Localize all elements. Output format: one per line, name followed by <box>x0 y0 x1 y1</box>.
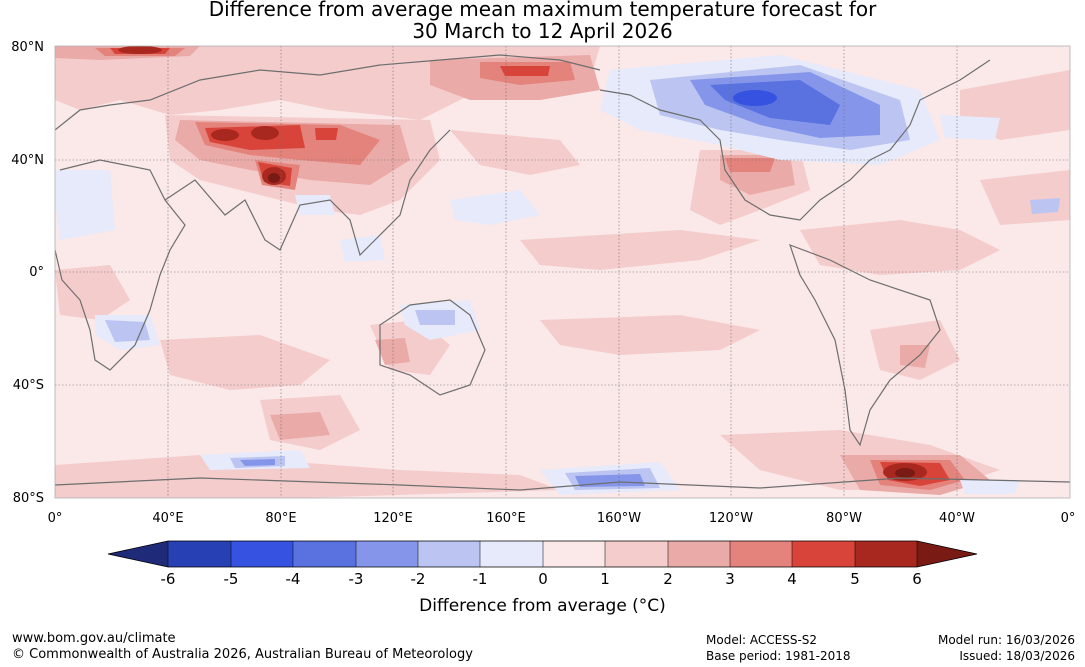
colorbar-swatch-3-4 <box>730 541 792 567</box>
colorbar-tick: -5 <box>224 570 239 588</box>
latitude-labels: 80°N 40°N 0° 40°S 80°S <box>11 40 44 506</box>
coastline-africa <box>55 159 186 371</box>
lon-label-0-left: 0° <box>48 511 63 526</box>
colorbar-swatch-5-6 <box>855 541 917 567</box>
colorbar-dividers <box>167 541 918 567</box>
lon-label-160w: 160°W <box>597 511 641 526</box>
colorbar-tick: -1 <box>473 570 488 588</box>
colorbar-arrow-below <box>108 541 168 567</box>
coastline-eurasia-north <box>55 54 601 131</box>
lon-label-120e: 120°E <box>373 511 413 526</box>
gridlines <box>55 46 1070 498</box>
lon-label-40w: 40°W <box>939 511 975 526</box>
map-title-line-2: 30 March to 12 April 2026 <box>412 19 673 43</box>
anomaly-above-6-regions <box>268 173 915 478</box>
lon-label-80w: 80°W <box>826 511 862 526</box>
colorbar-tick: 3 <box>725 570 735 588</box>
longitude-labels: 0° 40°E 80°E 120°E 160°E 160°W 120°W 80°… <box>48 511 1076 526</box>
coastline-south-america <box>789 243 941 447</box>
anomaly-field <box>55 46 1070 498</box>
colorbar-tick: 2 <box>663 570 673 588</box>
colorbar-ticks: -6 -5 -4 -3 -2 -1 0 1 2 3 4 5 6 <box>161 570 922 588</box>
colorbar-swatch-4-5 <box>792 541 855 567</box>
colorbar-tick: 5 <box>850 570 860 588</box>
lat-label-80n: 80°N <box>11 40 44 55</box>
anomaly-5-6-regions <box>118 46 927 481</box>
colorbar-swatch-neg3-neg2 <box>356 541 418 567</box>
colorbar-arrow-above <box>917 541 977 567</box>
footer-model-run: Model run: 16/03/2026 <box>937 633 1075 647</box>
lon-label-120w: 120°W <box>709 511 753 526</box>
anomaly-minus-3-4-regions <box>710 80 840 125</box>
lat-label-0: 0° <box>29 265 44 280</box>
colorbar-tick: 4 <box>787 570 797 588</box>
coastline-australia <box>379 299 486 396</box>
lat-label-80s: 80°S <box>13 491 44 506</box>
colorbar-tick: 1 <box>600 570 610 588</box>
colorbar-swatch-neg1-0 <box>480 541 543 567</box>
colorbar-swatch-neg5-neg4 <box>231 541 293 567</box>
colorbar-label: Difference from average (°C) <box>419 596 666 616</box>
lon-label-0-right: 0° <box>1061 511 1076 526</box>
map-frame <box>54 45 1071 499</box>
coastlines <box>55 54 1070 491</box>
lat-label-40s: 40°S <box>13 378 44 393</box>
colorbar-tick: -4 <box>286 570 301 588</box>
colorbar-tick: -3 <box>349 570 364 588</box>
colorbar: -6 -5 -4 -3 -2 -1 0 1 2 3 4 5 6 <box>107 540 978 588</box>
colorbar-tick: 0 <box>538 570 548 588</box>
coastline-antarctica <box>55 477 1070 491</box>
footer-copyright: © Commonwealth of Australia 2026, Austra… <box>12 647 473 662</box>
colorbar-swatch-1-2 <box>605 541 668 567</box>
lon-label-40e: 40°E <box>152 511 183 526</box>
colorbar-swatch-neg6-neg5 <box>168 541 231 567</box>
colorbar-swatch-0-1 <box>543 541 605 567</box>
colorbar-swatch-neg4-neg3 <box>293 541 356 567</box>
lon-label-80e: 80°E <box>265 511 296 526</box>
coastline-north-america <box>599 59 991 221</box>
map-title-line-1: Difference from average mean maximum tem… <box>208 0 877 21</box>
lon-label-160e: 160°E <box>486 511 526 526</box>
footer-website: www.bom.gov.au/climate <box>12 631 176 646</box>
coastline-south-asia <box>164 129 451 257</box>
colorbar-tick: -2 <box>411 570 426 588</box>
colorbar-tick: 6 <box>912 570 922 588</box>
footer-model: Model: ACCESS-S2 <box>706 633 818 647</box>
colorbar-tick: -6 <box>161 570 176 588</box>
colorbar-swatch-2-3 <box>668 541 730 567</box>
colorbar-swatch-neg2-neg1 <box>418 541 480 567</box>
anomaly-minus-4-5-regions <box>733 90 777 106</box>
footer-issued: Issued: 18/03/2026 <box>959 649 1075 663</box>
footer-base-period: Base period: 1981-2018 <box>706 649 851 663</box>
lat-label-40n: 40°N <box>11 153 44 168</box>
